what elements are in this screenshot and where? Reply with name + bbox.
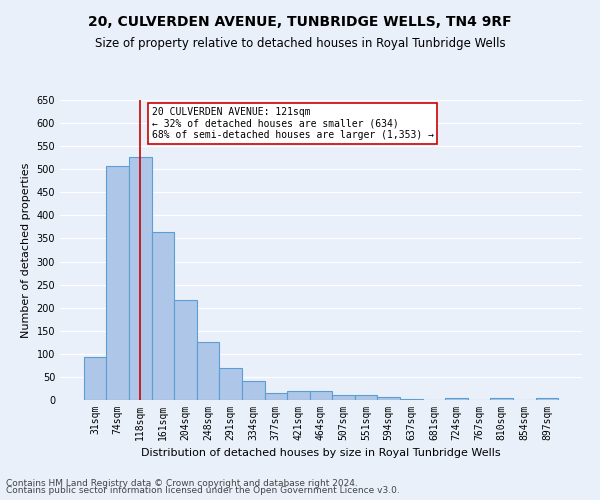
Bar (152, 232, 174, 400)
Text: Contains HM Land Registry data © Crown copyright and database right 2024.: Contains HM Land Registry data © Crown c… (6, 478, 358, 488)
Bar (310, 391, 332, 400)
Bar (220, 368, 242, 400)
Bar (174, 300, 197, 400)
Text: 20, CULVERDEN AVENUE, TUNBRIDGE WELLS, TN4 9RF: 20, CULVERDEN AVENUE, TUNBRIDGE WELLS, T… (88, 15, 512, 29)
Bar (355, 395, 377, 400)
Text: Contains public sector information licensed under the Open Government Licence v3: Contains public sector information licen… (6, 486, 400, 495)
Bar (332, 395, 355, 400)
X-axis label: Distribution of detached houses by size in Royal Tunbridge Wells: Distribution of detached houses by size … (141, 448, 501, 458)
Bar (445, 398, 468, 400)
Y-axis label: Number of detached properties: Number of detached properties (21, 162, 31, 338)
Bar (400, 398, 422, 400)
Bar (84, 357, 106, 400)
Text: Size of property relative to detached houses in Royal Tunbridge Wells: Size of property relative to detached ho… (95, 38, 505, 51)
Bar (287, 391, 310, 400)
Bar (106, 166, 129, 400)
Bar (265, 392, 287, 400)
Bar (490, 398, 513, 400)
Bar (242, 380, 265, 400)
Text: 20 CULVERDEN AVENUE: 121sqm
← 32% of detached houses are smaller (634)
68% of se: 20 CULVERDEN AVENUE: 121sqm ← 32% of det… (152, 107, 434, 140)
Bar (377, 397, 400, 400)
Bar (197, 342, 220, 400)
Bar (129, 157, 152, 400)
Bar (536, 398, 558, 400)
